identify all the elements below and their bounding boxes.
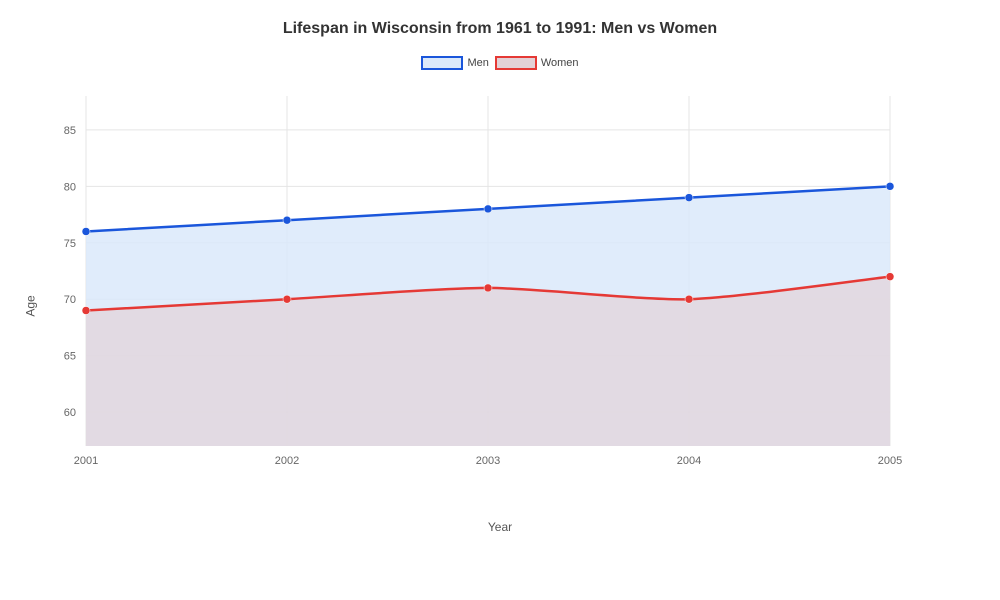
x-axis-label: Year — [488, 520, 512, 534]
y-tick-label: 70 — [64, 294, 76, 306]
marker-women — [484, 284, 492, 292]
legend-label-women: Women — [541, 57, 579, 69]
legend: Men Women — [30, 56, 970, 70]
legend-swatch-men — [421, 56, 463, 70]
chart-container: Lifespan in Wisconsin from 1961 to 1991:… — [0, 0, 1000, 600]
legend-label-men: Men — [467, 57, 488, 69]
y-axis-label: Age — [24, 295, 38, 316]
marker-men — [283, 216, 291, 224]
marker-men — [886, 182, 894, 190]
marker-men — [82, 227, 90, 235]
x-tick-label: 2001 — [74, 455, 98, 467]
x-tick-label: 2002 — [275, 455, 299, 467]
marker-men — [685, 194, 693, 202]
marker-women — [886, 273, 894, 281]
chart-svg: 60 65 70 75 80 85 2001 2002 2003 2004 2005 — [30, 86, 910, 486]
x-tick-label: 2004 — [677, 455, 701, 467]
y-tick-label: 65 — [64, 351, 76, 363]
marker-women — [82, 307, 90, 315]
x-tick-label: 2003 — [476, 455, 500, 467]
legend-swatch-women — [495, 56, 537, 70]
plot-area: Age 60657075808520012002200320042005 Yea… — [30, 86, 970, 526]
marker-women — [685, 295, 693, 303]
y-tick-label: 80 — [64, 181, 76, 193]
legend-item-men: Men — [421, 56, 488, 70]
marker-men — [484, 205, 492, 213]
y-tick-label: 85 — [64, 125, 76, 137]
y-tick-label: 60 — [64, 407, 76, 419]
y-tick-label: 75 — [64, 238, 76, 250]
chart-title: Lifespan in Wisconsin from 1961 to 1991:… — [30, 20, 970, 38]
marker-women — [283, 295, 291, 303]
legend-item-women: Women — [495, 56, 579, 70]
x-tick-label: 2005 — [878, 455, 902, 467]
